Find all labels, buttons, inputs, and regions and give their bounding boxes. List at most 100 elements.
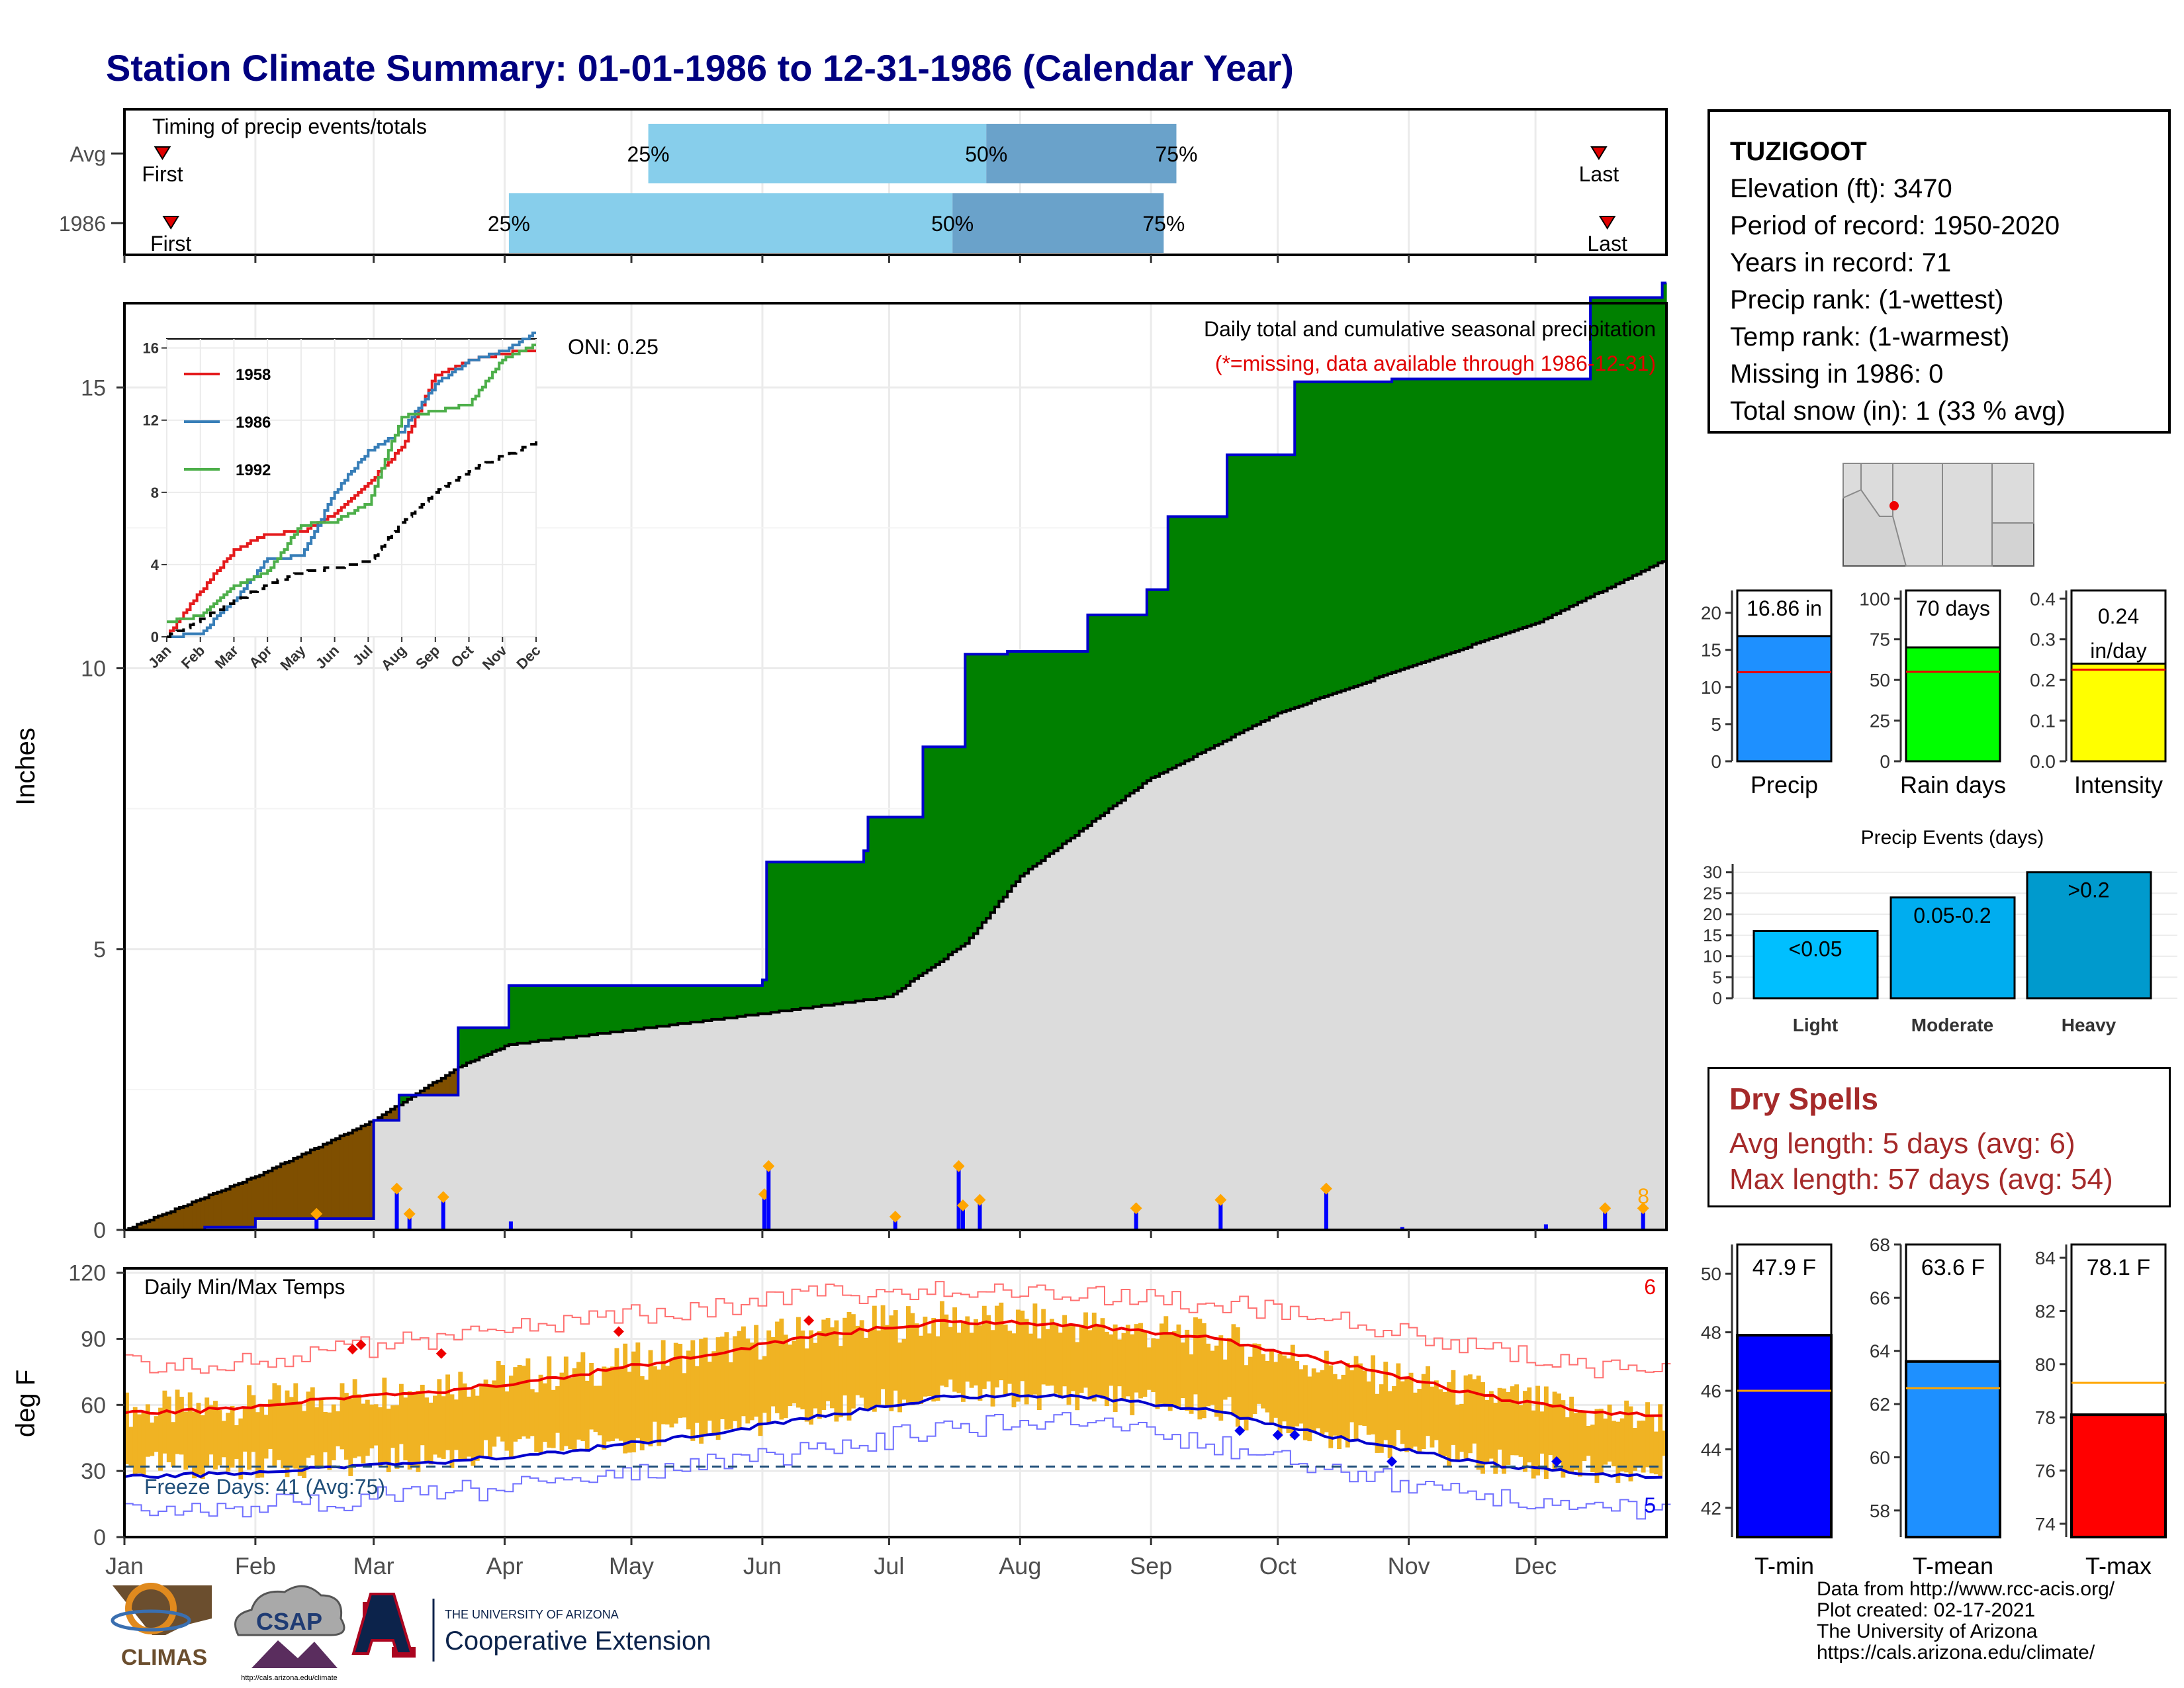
surplus-fill: [1582, 379, 1587, 601]
daily-temp-bar: [542, 1383, 547, 1442]
daily-temp-bar: [1311, 1368, 1316, 1431]
surplus-fill: [660, 985, 666, 1027]
inset-y-tick-label: 0: [151, 629, 159, 645]
daily-temp-bar: [1383, 1362, 1388, 1440]
daily-temp-bar: [559, 1372, 565, 1451]
timing-p75-label: 75%: [1155, 142, 1197, 166]
tsummary-y-tick-label: 50: [1701, 1264, 1721, 1284]
surplus-fill: [1075, 651, 1080, 835]
daily-temp-bar: [1514, 1384, 1520, 1456]
surplus-fill: [1015, 651, 1021, 882]
surplus-fill: [1109, 614, 1114, 809]
main-chart-title: Daily total and cumulative seasonal prec…: [1204, 317, 1656, 341]
daily-temp-bar: [412, 1393, 416, 1466]
daily-temp-bar: [525, 1358, 531, 1439]
record-low-marker: [1272, 1429, 1283, 1440]
surplus-fill: [1371, 381, 1376, 681]
deficit-fill: [183, 1205, 189, 1230]
daily-temp-bar: [150, 1423, 155, 1456]
daily-temp-bar: [660, 1340, 666, 1425]
surplus-fill: [1206, 516, 1211, 750]
surplus-fill: [1197, 516, 1203, 754]
record-high-count: 6: [1644, 1275, 1656, 1299]
daily-temp-bar: [1024, 1319, 1029, 1405]
tsummary-y-tick-label: 44: [1701, 1439, 1721, 1460]
surplus-fill: [694, 985, 700, 1023]
surplus-fill: [1383, 381, 1388, 676]
deficit-fill: [208, 1194, 214, 1227]
surplus-fill: [1298, 381, 1304, 706]
daily-temp-bar: [1159, 1323, 1164, 1404]
daily-temp-bar: [336, 1411, 341, 1446]
summary-bar-fill: [1905, 646, 2001, 763]
credit-university: The University of Arizona: [1817, 1620, 2038, 1642]
tsummary-y-tick-label: 46: [1701, 1381, 1721, 1401]
surplus-fill: [1543, 379, 1549, 620]
map-states: [1843, 463, 2034, 567]
surplus-fill: [504, 1027, 510, 1047]
surplus-fill: [1032, 651, 1038, 867]
daily-precip-bar: [956, 1168, 961, 1230]
daily-temp-bar: [551, 1389, 556, 1448]
inset-frame: [166, 338, 537, 637]
daily-temp-bar: [1036, 1338, 1042, 1411]
surplus-fill: [1502, 379, 1507, 635]
temp-y-tick-label: 60: [81, 1393, 106, 1418]
surplus-fill: [1286, 455, 1291, 711]
surplus-fill: [631, 985, 637, 1031]
daily-temp-bar: [1193, 1317, 1198, 1395]
timing-first-label: First: [150, 232, 191, 256]
surplus-fill: [728, 985, 733, 1018]
deficit-fill: [281, 1164, 286, 1219]
daily-temp-bar: [1463, 1375, 1469, 1459]
surplus-fill: [855, 862, 860, 1002]
daily-temp-bar: [1645, 1402, 1650, 1468]
surplus-fill: [969, 654, 974, 938]
surplus-fill: [1104, 614, 1109, 813]
surplus-fill: [1463, 379, 1469, 649]
daily-temp-bar: [263, 1415, 269, 1459]
month-tick-label: Jun: [743, 1552, 782, 1579]
daily-temp-bar: [745, 1338, 751, 1424]
daily-temp-bar: [487, 1384, 492, 1459]
deficit-fill: [251, 1178, 256, 1227]
daily-temp-bar: [1510, 1386, 1515, 1456]
surplus-fill: [893, 817, 898, 994]
temp-y-tick-label: 120: [68, 1261, 106, 1286]
record-high-marker: [347, 1344, 358, 1355]
events-y-tick-label: 30: [1703, 863, 1722, 882]
surplus-fill: [542, 985, 547, 1041]
record-max-line: [124, 1281, 1671, 1379]
deficit-fill: [378, 1117, 383, 1121]
surplus-fill: [522, 985, 527, 1043]
temp-chart-title: Daily Min/Max Temps: [144, 1275, 345, 1299]
daily-temp-bar: [1015, 1309, 1021, 1402]
daily-temp-bar: [145, 1404, 150, 1457]
surplus-fill: [508, 985, 514, 1045]
summary-y-tick-label: 0: [1880, 751, 1890, 772]
daily-temp-bar: [1286, 1358, 1291, 1433]
daily-temp-bar: [416, 1391, 421, 1472]
daily-temp-bar: [669, 1358, 674, 1428]
surplus-fill: [1594, 297, 1600, 594]
daily-temp-bar: [1011, 1333, 1017, 1407]
surplus-fill: [850, 862, 856, 1003]
daily-temp-bar: [800, 1330, 805, 1410]
station-missing: Missing in 1986: 0: [1730, 359, 1944, 389]
deficit-fill: [340, 1135, 345, 1219]
daily-temp-bar: [1054, 1324, 1059, 1394]
main-y-tick-label: 10: [81, 657, 106, 682]
daily-temp-bar: [1324, 1350, 1329, 1432]
daily-temp-bar: [433, 1395, 437, 1455]
surplus-fill: [796, 862, 801, 1009]
daily-temp-bar: [825, 1318, 831, 1401]
daily-temp-bar: [192, 1411, 197, 1479]
surplus-fill: [741, 985, 746, 1017]
station-years: Years in record: 71: [1730, 248, 1952, 277]
main-frame: [123, 302, 1668, 1231]
tsummary-bar-fill: [1905, 1360, 2001, 1539]
daily-temp-bar: [268, 1399, 273, 1449]
daily-temp-bar: [766, 1330, 772, 1423]
daily-temp-bar: [749, 1342, 754, 1421]
